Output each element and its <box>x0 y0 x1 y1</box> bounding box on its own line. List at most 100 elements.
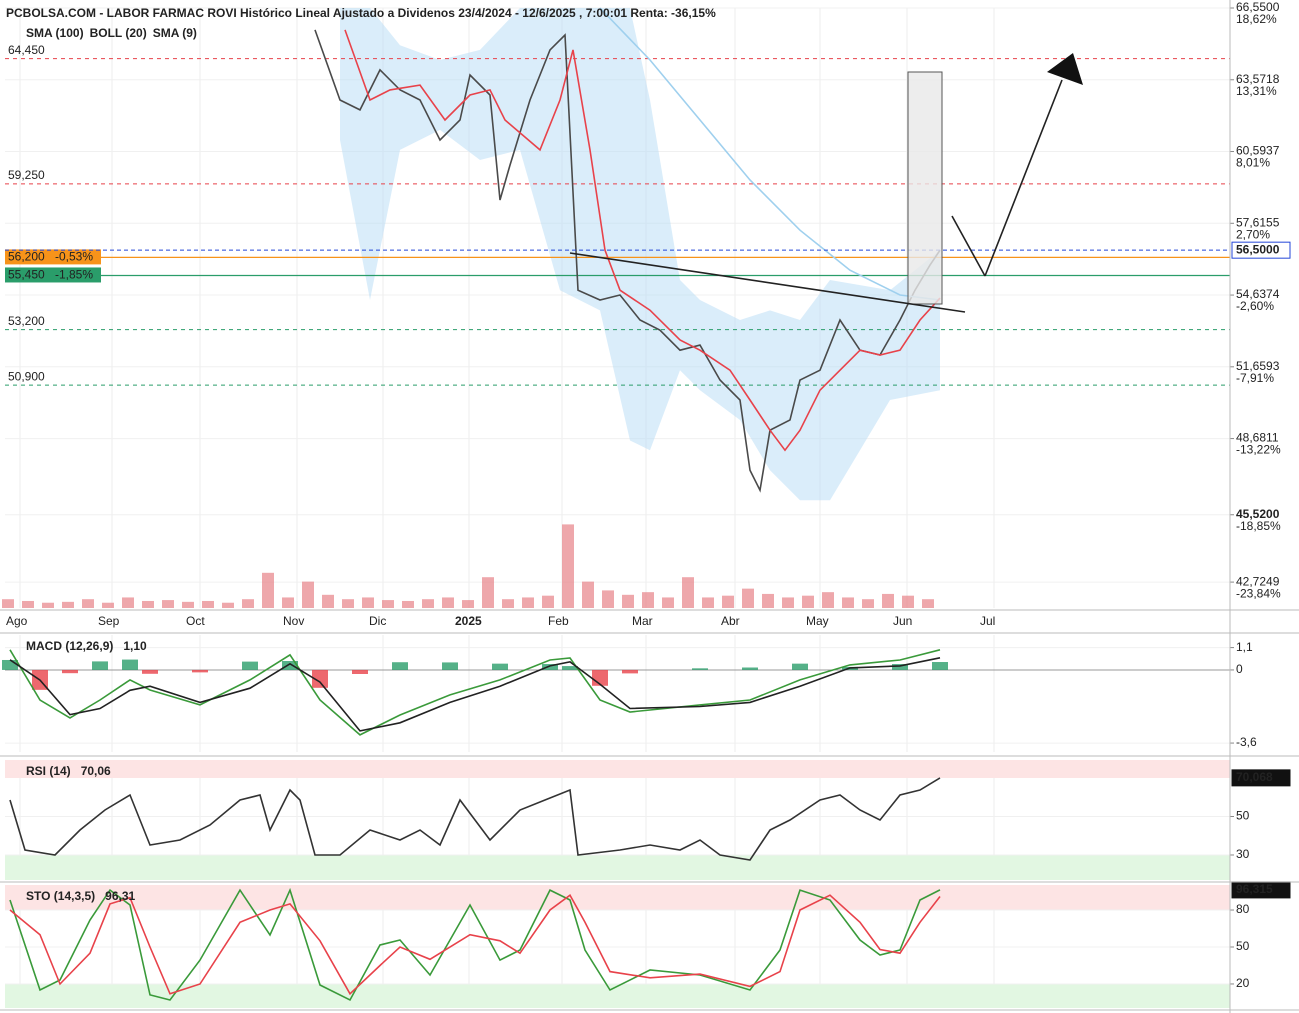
y-tick-label: 1,1 <box>1236 640 1253 654</box>
panel-title: STO (14,3,5) <box>26 889 95 903</box>
y-tick-label: 66,5500 <box>1236 0 1280 14</box>
histogram-bar <box>792 663 808 670</box>
price-tag-change: -0,53% <box>55 250 93 264</box>
level-label: 59,250 <box>8 168 45 182</box>
y-tick-label: 50 <box>1236 809 1250 823</box>
volume-bar <box>682 577 694 608</box>
y-tick-change: 18,62% <box>1236 12 1277 26</box>
volume-bar <box>202 600 214 608</box>
y-tick-label: 80 <box>1236 902 1250 916</box>
price-tag <box>5 267 101 283</box>
volume-bar <box>802 595 814 608</box>
histogram-bar <box>62 669 78 674</box>
legend-entry: BOLL (20) <box>90 26 147 40</box>
panel-title: RSI (14) <box>26 764 71 778</box>
histogram-bar <box>542 664 558 670</box>
volume-bar <box>622 594 634 608</box>
histogram-bar <box>562 666 578 670</box>
last-tag <box>1231 769 1291 787</box>
y-tick-change: 8,01% <box>1236 156 1270 170</box>
histogram-bar <box>142 669 158 674</box>
volume-bar <box>342 599 354 608</box>
histogram-bar <box>392 662 408 670</box>
volume-bar <box>262 572 274 608</box>
series-line <box>9 777 941 861</box>
histogram-bar <box>442 662 458 670</box>
overbought-zone <box>5 885 1230 911</box>
y-tick-label: 42,7249 <box>1236 574 1280 588</box>
volume-bar <box>882 593 894 608</box>
legend-entry: SMA (9) <box>153 26 197 40</box>
volume-bar <box>382 600 394 608</box>
series-line <box>9 887 941 1002</box>
series-line <box>9 657 941 732</box>
volume-bar <box>462 600 474 608</box>
price-tag-label: 56,200 <box>8 250 45 264</box>
volume-bar <box>542 595 554 608</box>
drawings <box>569 53 1083 313</box>
y-tick-change: -13,22% <box>1236 443 1281 457</box>
volume-bar <box>62 601 74 608</box>
y-tick-change: -2,60% <box>1236 299 1274 313</box>
volume-bar <box>722 595 734 608</box>
x-tick-label: Dic <box>369 614 386 628</box>
oversold-zone <box>5 983 1230 1008</box>
last-tag-label: 70,068 <box>1236 770 1273 784</box>
y-tick-label: 45,5200 <box>1236 507 1280 521</box>
series-line <box>344 29 941 452</box>
histogram-bar <box>122 659 138 670</box>
x-tick-label: Ago <box>6 614 28 628</box>
histogram-bar <box>622 669 638 674</box>
histogram-bar <box>692 668 708 670</box>
volume-bar <box>482 577 494 608</box>
price-tag-label: 55,450 <box>8 268 45 282</box>
volume-bar <box>42 602 54 608</box>
x-tick-label: Jul <box>980 614 995 628</box>
chart-title: PCBOLSA.COM - LABOR FARMAC ROVI Históric… <box>6 6 716 20</box>
oversold-zone <box>5 854 1230 880</box>
y-tick-label: 20 <box>1236 976 1250 990</box>
series-line <box>9 894 941 996</box>
y-tick-label: 30 <box>1236 847 1250 861</box>
x-tick-label: May <box>806 614 829 628</box>
histogram-bar <box>2 659 18 670</box>
drawn-arrow <box>984 79 1063 277</box>
histogram-bar <box>192 669 208 673</box>
volume-bar <box>442 597 454 608</box>
histogram-bar <box>312 669 328 688</box>
x-tick-label: Abr <box>721 614 740 628</box>
drawn-line <box>951 215 986 277</box>
histogram-bar <box>742 667 758 670</box>
volume-bar <box>282 597 294 608</box>
volume-bar <box>2 599 14 608</box>
histogram-bar <box>892 664 908 670</box>
y-tick-label: 57,6155 <box>1236 215 1280 229</box>
x-tick-label: Nov <box>283 614 304 628</box>
volume-bar <box>142 600 154 608</box>
volume-bar <box>862 599 874 608</box>
histogram-bar <box>92 661 108 670</box>
volume-bar <box>662 597 674 608</box>
volume-bar <box>122 597 134 608</box>
x-tick-label: Jun <box>893 614 912 628</box>
histogram-bar <box>492 663 508 670</box>
volume-bar <box>902 595 914 608</box>
volume-bar <box>582 581 594 608</box>
volume-bar <box>782 597 794 608</box>
volume-bar <box>842 597 854 608</box>
y-tick-label: 50 <box>1236 939 1250 953</box>
volume-bar <box>182 601 194 608</box>
volume-bar <box>162 600 174 608</box>
y-tick-change: -18,85% <box>1236 519 1281 533</box>
overbought-zone <box>5 760 1230 778</box>
histogram-bar <box>352 669 368 674</box>
y-tick-label: 63,5718 <box>1236 72 1280 86</box>
y-tick-label: -3,6 <box>1236 735 1257 749</box>
y-tick-change: -7,91% <box>1236 371 1274 385</box>
volume-bar <box>302 581 314 608</box>
panel-value: 70,06 <box>81 764 111 778</box>
panel-value: 96,31 <box>105 889 135 903</box>
volume-bar <box>522 597 534 608</box>
volume-bar <box>702 597 714 608</box>
